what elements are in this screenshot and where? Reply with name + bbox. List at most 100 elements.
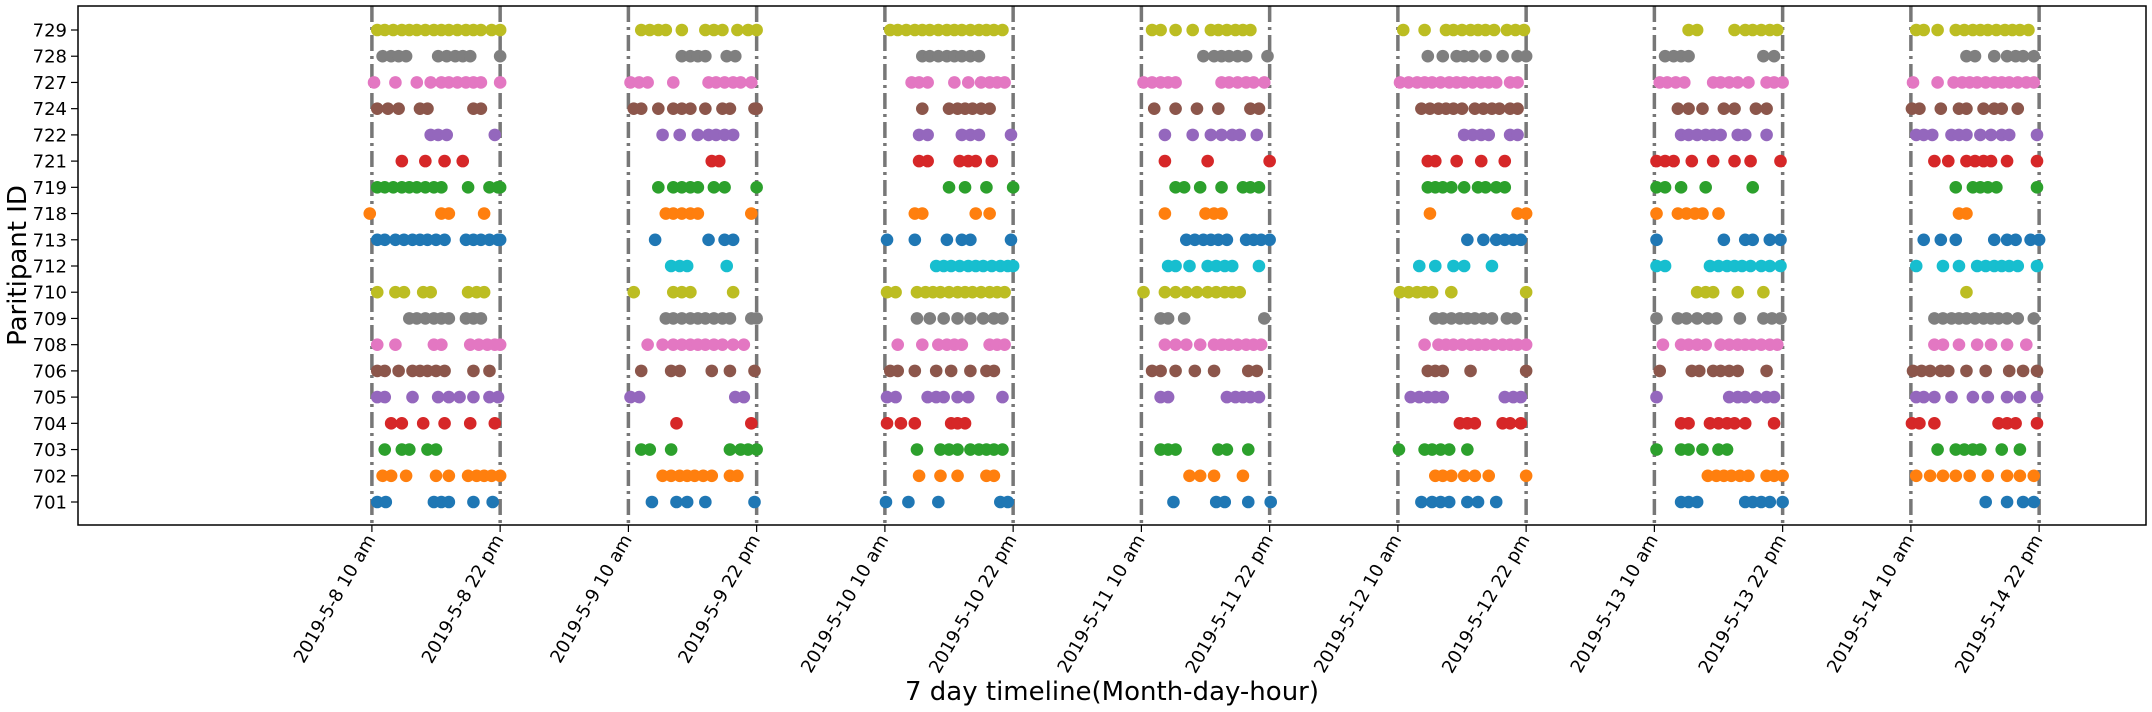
data-point [1917, 390, 1931, 404]
data-point [453, 390, 466, 404]
data-point [1731, 76, 1745, 89]
data-point [1945, 390, 1958, 404]
data-point [1197, 49, 1210, 63]
data-point [2000, 312, 2014, 325]
data-point [419, 154, 432, 168]
data-point [1147, 102, 1161, 115]
data-point [438, 417, 451, 430]
y-tick-label: 701 [33, 493, 67, 514]
data-point [699, 102, 712, 115]
data-point [1928, 390, 1941, 404]
data-point [1952, 338, 1966, 351]
data-point [998, 285, 1011, 299]
data-point [737, 390, 751, 404]
data-point [1215, 181, 1228, 194]
data-point [1252, 259, 1266, 273]
data-point [1498, 181, 1512, 194]
data-point [474, 76, 488, 89]
data-point [720, 259, 734, 273]
data-point [731, 23, 744, 37]
data-point [378, 390, 392, 404]
data-point [1682, 49, 1695, 63]
data-point [934, 469, 947, 483]
data-point [1979, 364, 1992, 378]
data-point [491, 390, 505, 404]
x-tick-label: 2019-5-13 22 pm [1695, 531, 1791, 677]
x-tick-label: 2019-5-12 10 am [1310, 531, 1406, 677]
data-point [1746, 233, 1760, 247]
data-point [1760, 102, 1773, 115]
data-point [1987, 233, 2001, 247]
data-point [1158, 285, 1172, 299]
y-tick-label: 710 [33, 283, 67, 304]
data-point [723, 312, 737, 325]
data-point [1485, 259, 1499, 273]
data-point [1909, 259, 1923, 273]
data-point [652, 102, 665, 115]
data-point [1519, 207, 1533, 220]
data-point [1183, 469, 1196, 483]
data-point [1418, 23, 1431, 37]
data-point [2002, 128, 2016, 142]
data-point [1514, 417, 1528, 430]
data-point [987, 364, 1001, 378]
data-point [1392, 443, 1406, 456]
data-point [961, 76, 975, 89]
x-tick-label: 2019-5-9 22 pm [674, 531, 765, 667]
data-point [680, 495, 694, 509]
data-point [745, 417, 758, 430]
data-point [915, 338, 929, 351]
data-point [1690, 312, 1704, 325]
data-point [684, 285, 697, 299]
data-point [1968, 49, 1982, 63]
data-point [1436, 49, 1450, 63]
data-point [1517, 23, 1531, 37]
data-point [983, 102, 996, 115]
data-point [1949, 469, 1963, 483]
data-point [912, 469, 926, 483]
data-point [1418, 338, 1431, 351]
data-point [1496, 49, 1509, 63]
data-point [942, 181, 956, 194]
data-point [2011, 259, 2025, 273]
data-point [910, 312, 924, 325]
data-point [467, 364, 480, 378]
data-point [1220, 443, 1234, 456]
data-point [670, 417, 683, 430]
series-718 [363, 207, 1973, 220]
data-point [1767, 390, 1781, 404]
data-point [1485, 312, 1499, 325]
data-point [2009, 233, 2022, 247]
data-point [1696, 102, 1709, 115]
data-point [632, 390, 646, 404]
data-point [399, 49, 413, 63]
data-point [641, 76, 654, 89]
data-point [1995, 443, 2009, 456]
data-point [1193, 469, 1207, 483]
data-point [702, 233, 715, 247]
data-point [1186, 23, 1199, 37]
data-point [1763, 495, 1777, 509]
data-point [416, 417, 430, 430]
data-point [705, 469, 719, 483]
data-point [1712, 207, 1725, 220]
y-tick-label: 708 [33, 335, 67, 356]
data-point [1974, 443, 1987, 456]
data-point [1909, 469, 1923, 483]
data-point [429, 469, 443, 483]
data-point [1696, 443, 1709, 456]
data-point [1913, 102, 1926, 115]
series-727 [367, 76, 2041, 89]
data-point [951, 312, 964, 325]
data-point [1461, 233, 1474, 247]
data-point [1690, 23, 1704, 37]
data-point [1682, 443, 1695, 456]
data-point [378, 443, 392, 456]
data-point [1169, 338, 1182, 351]
data-point [2027, 312, 2041, 325]
data-point [1188, 364, 1202, 378]
data-point [1489, 76, 1503, 89]
data-point [1728, 23, 1741, 37]
data-point [474, 102, 488, 115]
data-point [1995, 102, 2009, 115]
